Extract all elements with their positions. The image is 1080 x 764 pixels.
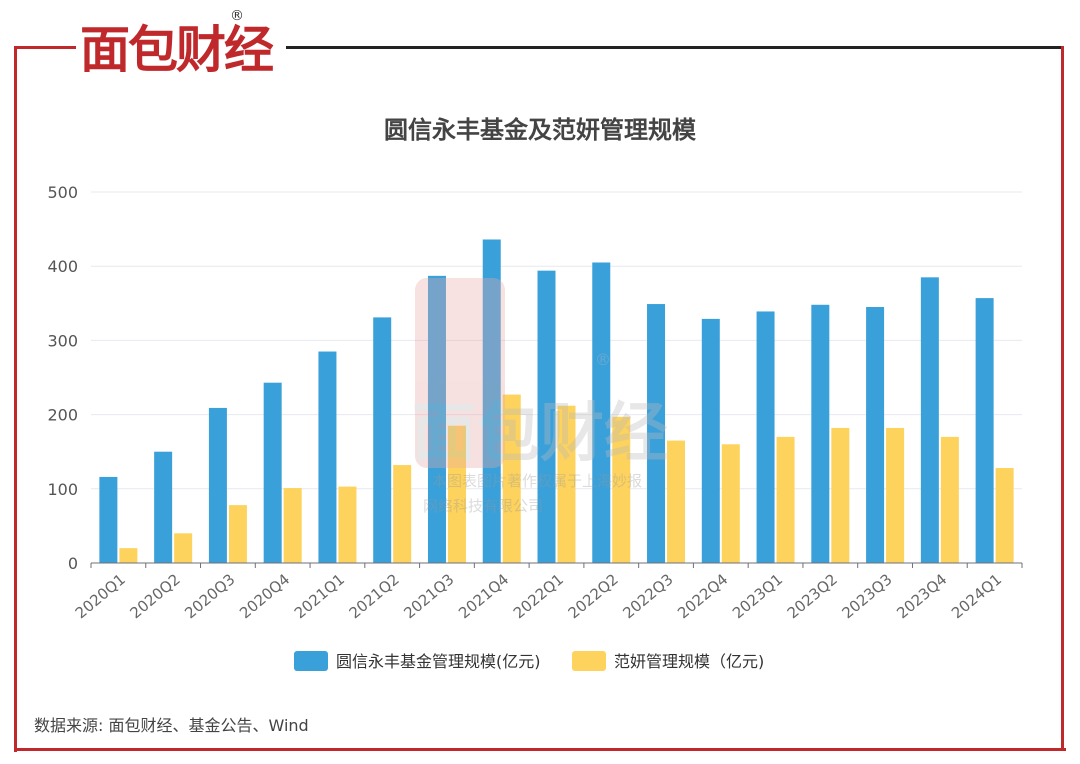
frame-top-right-border bbox=[286, 46, 1064, 49]
y-tick-label: 400 bbox=[47, 257, 78, 276]
bar-fund-scale bbox=[647, 304, 666, 563]
x-tick-label: 2024Q1 bbox=[948, 570, 1005, 622]
x-tick-label: 2021Q4 bbox=[455, 570, 512, 622]
x-axis-ticks: 2020Q12020Q22020Q32020Q42021Q12021Q22021… bbox=[72, 563, 1023, 622]
bar-manager-scale bbox=[502, 394, 521, 563]
bar-fund-scale bbox=[592, 262, 611, 563]
x-tick-label: 2021Q2 bbox=[346, 570, 403, 622]
x-tick-label: 2021Q1 bbox=[291, 570, 348, 622]
brand-logo: 面包财经 ® bbox=[80, 8, 284, 80]
bar-fund-scale bbox=[427, 275, 446, 563]
bar-manager-scale bbox=[667, 440, 686, 563]
bar-fund-scale bbox=[373, 317, 392, 563]
bars bbox=[99, 239, 1014, 563]
bar-fund-scale bbox=[537, 270, 556, 563]
x-tick-label: 2020Q4 bbox=[236, 570, 293, 622]
bar-fund-scale bbox=[99, 476, 118, 563]
watermark-reg: ® bbox=[595, 350, 611, 369]
bar-manager-scale bbox=[393, 465, 412, 563]
frame-bottom-border bbox=[14, 748, 1066, 751]
bar-manager-scale bbox=[557, 405, 576, 563]
bar-manager-scale bbox=[995, 468, 1014, 563]
y-tick-label: 500 bbox=[47, 183, 78, 202]
y-tick-label: 200 bbox=[47, 406, 78, 425]
legend: 圆信永丰基金管理规模(亿元) 范妍管理规模（亿元) bbox=[294, 651, 764, 671]
bar-fund-scale bbox=[756, 311, 775, 563]
bar-manager-scale bbox=[283, 488, 302, 563]
bar-manager-scale bbox=[831, 427, 850, 563]
y-tick-label: 300 bbox=[47, 331, 78, 350]
x-tick-label: 2023Q4 bbox=[893, 570, 950, 622]
y-axis-ticks: 0 100 200 300 400 500 bbox=[47, 183, 78, 573]
bar-fund-scale bbox=[975, 298, 994, 563]
watermark-logo-text: 面包财经 bbox=[412, 397, 668, 471]
registered-mark: ® bbox=[230, 8, 244, 24]
watermark-logo-block bbox=[415, 278, 505, 468]
bar-fund-scale bbox=[920, 277, 939, 563]
x-tick-label: 2021Q3 bbox=[400, 570, 457, 622]
bar-fund-scale bbox=[866, 307, 885, 563]
x-tick-label: 2022Q3 bbox=[619, 570, 676, 622]
watermark-line1: 本图表图片著作权属于上海妙报 bbox=[432, 472, 642, 490]
bar-fund-scale bbox=[701, 318, 720, 563]
watermark-line2: 网络科技有限公司 bbox=[423, 497, 543, 515]
bar-manager-scale bbox=[940, 436, 959, 563]
watermark: 面包财经 ® 本图表图片著作权属于上海妙报 网络科技有限公司 bbox=[412, 278, 668, 515]
chart-title: 圆信永丰基金及范妍管理规模 bbox=[384, 116, 697, 144]
x-tick-label: 2022Q4 bbox=[674, 570, 731, 622]
bar-fund-scale bbox=[811, 304, 830, 563]
frame-right-border bbox=[1061, 46, 1064, 751]
x-tick-label: 2020Q3 bbox=[181, 570, 238, 622]
bar-manager-scale bbox=[338, 486, 357, 563]
legend-label-series2: 范妍管理规模（亿元) bbox=[614, 652, 764, 671]
bar-manager-scale bbox=[447, 425, 466, 563]
x-tick-label: 2023Q2 bbox=[784, 570, 841, 622]
bar-manager-scale bbox=[886, 427, 905, 563]
bar-manager-scale bbox=[119, 548, 138, 563]
legend-swatch-series1 bbox=[294, 651, 328, 671]
y-tick-label: 100 bbox=[47, 480, 78, 499]
x-tick-label: 2020Q1 bbox=[72, 570, 129, 622]
frame-left-border bbox=[14, 46, 17, 752]
brand-logo-text: 面包财经 bbox=[80, 21, 274, 79]
bar-manager-scale bbox=[228, 505, 247, 563]
y-tick-label: 0 bbox=[68, 554, 78, 573]
bar-fund-scale bbox=[482, 239, 501, 563]
bar-fund-scale bbox=[208, 407, 227, 563]
x-tick-label: 2022Q1 bbox=[510, 570, 567, 622]
data-source-note: 数据来源: 面包财经、基金公告、Wind bbox=[34, 716, 309, 735]
bar-fund-scale bbox=[263, 382, 282, 563]
bar-manager-scale bbox=[721, 444, 740, 563]
legend-label-series1: 圆信永丰基金管理规模(亿元) bbox=[336, 652, 541, 671]
x-tick-label: 2020Q2 bbox=[127, 570, 184, 622]
x-tick-label: 2023Q3 bbox=[838, 570, 895, 622]
bar-fund-scale bbox=[154, 451, 173, 563]
legend-swatch-series2 bbox=[572, 651, 606, 671]
x-tick-label: 2023Q1 bbox=[729, 570, 786, 622]
bar-manager-scale bbox=[776, 436, 795, 563]
frame-top-left-border bbox=[14, 46, 76, 49]
x-tick-label: 2022Q2 bbox=[565, 570, 622, 622]
bar-manager-scale bbox=[174, 533, 193, 563]
bar-manager-scale bbox=[612, 416, 631, 563]
bar-fund-scale bbox=[318, 351, 337, 563]
